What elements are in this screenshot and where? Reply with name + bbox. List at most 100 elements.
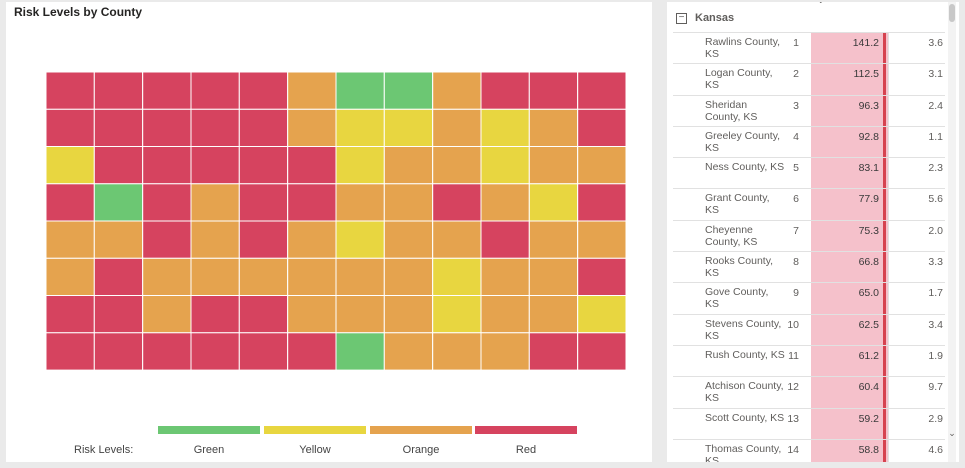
county-shape[interactable] [287,72,337,110]
county-shape[interactable] [480,332,530,371]
county-shape[interactable] [577,220,627,259]
group-header-kansas[interactable]: − Kansas [667,10,947,28]
collapse-icon[interactable]: − [676,13,687,24]
county-shape[interactable] [46,146,95,185]
county-shape[interactable] [432,332,482,371]
county-shape[interactable] [577,332,627,371]
county-shape[interactable] [432,146,482,185]
county-shape[interactable] [335,72,385,110]
county-shape[interactable] [383,183,434,222]
county-shape[interactable] [480,108,530,148]
table-row[interactable]: Stevens County, KS 10 62.5 3.4 [673,313,945,345]
county-shape[interactable] [93,220,144,259]
county-shape[interactable] [383,108,434,148]
county-shape[interactable] [190,72,240,110]
county-shape[interactable] [238,183,289,222]
county-shape[interactable] [238,332,289,371]
county-shape[interactable] [238,72,289,110]
county-shape[interactable] [142,220,192,259]
county-shape[interactable] [383,220,434,259]
county-shape[interactable] [93,72,144,110]
county-shape[interactable] [480,257,530,297]
county-shape[interactable] [46,72,95,110]
county-shape[interactable] [93,146,144,185]
county-shape[interactable] [383,257,434,297]
county-shape[interactable] [383,72,434,110]
table-row[interactable]: Cheyenne County, KS 7 75.3 2.0 [673,219,945,252]
county-shape[interactable] [577,72,627,110]
table-row[interactable]: Rawlins County, KS 1 141.2 3.6 [673,32,945,64]
county-shape[interactable] [142,146,192,185]
table-row[interactable]: Grant County, KS 6 77.9 5.6 [673,188,945,220]
county-shape[interactable] [383,295,434,334]
county-shape[interactable] [335,332,385,371]
county-shape[interactable] [46,295,95,334]
county-shape[interactable] [528,220,579,259]
county-shape[interactable] [432,257,482,297]
county-shape[interactable] [383,146,434,185]
county-shape[interactable] [432,72,482,110]
county-shape[interactable] [528,146,579,185]
county-shape[interactable] [432,108,482,148]
table-row[interactable]: Scott County, KS 13 59.2 2.9 [673,407,945,439]
county-shape[interactable] [190,146,240,185]
county-shape[interactable] [287,220,337,259]
scroll-thumb[interactable] [949,4,955,22]
county-shape[interactable] [528,183,579,222]
table-row[interactable]: Rush County, KS 11 61.2 1.9 [673,344,945,377]
county-shape[interactable] [93,295,144,334]
county-shape[interactable] [335,146,385,185]
county-shape[interactable] [528,295,579,334]
table-row[interactable]: Thomas County, KS 14 58.8 4.6 [673,438,945,462]
county-shape[interactable] [93,332,144,371]
county-shape[interactable] [142,295,192,334]
county-shape[interactable] [577,108,627,148]
legend-item-red[interactable]: Red [475,426,577,456]
county-shape[interactable] [46,332,95,371]
county-shape[interactable] [287,295,337,334]
county-shape[interactable] [142,108,192,148]
county-shape[interactable] [480,220,530,259]
county-shape[interactable] [480,183,530,222]
county-shape[interactable] [238,257,289,297]
county-shape[interactable] [480,146,530,185]
county-shape[interactable] [432,183,482,222]
county-shape[interactable] [335,295,385,334]
county-shape[interactable] [93,183,144,222]
county-shape[interactable] [93,108,144,148]
county-shape[interactable] [432,295,482,334]
county-shape[interactable] [238,220,289,259]
scrollbar[interactable]: ⌄ [948,2,956,462]
table-row[interactable]: Logan County, KS 2 112.5 3.1 [673,63,945,95]
county-shape[interactable] [190,257,240,297]
table-row[interactable]: Atchison County, KS 12 60.4 9.7 [673,376,945,408]
county-shape[interactable] [335,257,385,297]
county-shape[interactable] [528,257,579,297]
table-row[interactable]: Gove County, KS 9 65.0 1.7 [673,282,945,314]
county-shape[interactable] [190,332,240,371]
county-shape[interactable] [142,257,192,297]
county-shape[interactable] [383,332,434,371]
table-row[interactable]: Sheridan County, KS 3 96.3 2.4 [673,94,945,126]
county-shape[interactable] [480,72,530,110]
county-shape[interactable] [335,108,385,148]
county-shape[interactable] [335,220,385,259]
county-shape[interactable] [46,220,95,259]
county-shape[interactable] [287,183,337,222]
county-shape[interactable] [480,295,530,334]
table-row[interactable]: Rooks County, KS 8 66.8 3.3 [673,251,945,283]
county-shape[interactable] [577,295,627,334]
sort-caret-icon[interactable]: ⌄ [817,2,825,6]
county-shape[interactable] [287,332,337,371]
county-shape[interactable] [142,72,192,110]
county-shape[interactable] [190,295,240,334]
county-shape[interactable] [46,183,95,222]
kansas-county-map[interactable] [46,72,631,372]
legend-item-green[interactable]: Green [158,426,260,456]
county-shape[interactable] [432,220,482,259]
county-shape[interactable] [46,108,95,148]
county-shape[interactable] [190,220,240,259]
county-shape[interactable] [577,257,627,297]
county-shape[interactable] [528,72,579,110]
legend-item-yellow[interactable]: Yellow [264,426,366,456]
